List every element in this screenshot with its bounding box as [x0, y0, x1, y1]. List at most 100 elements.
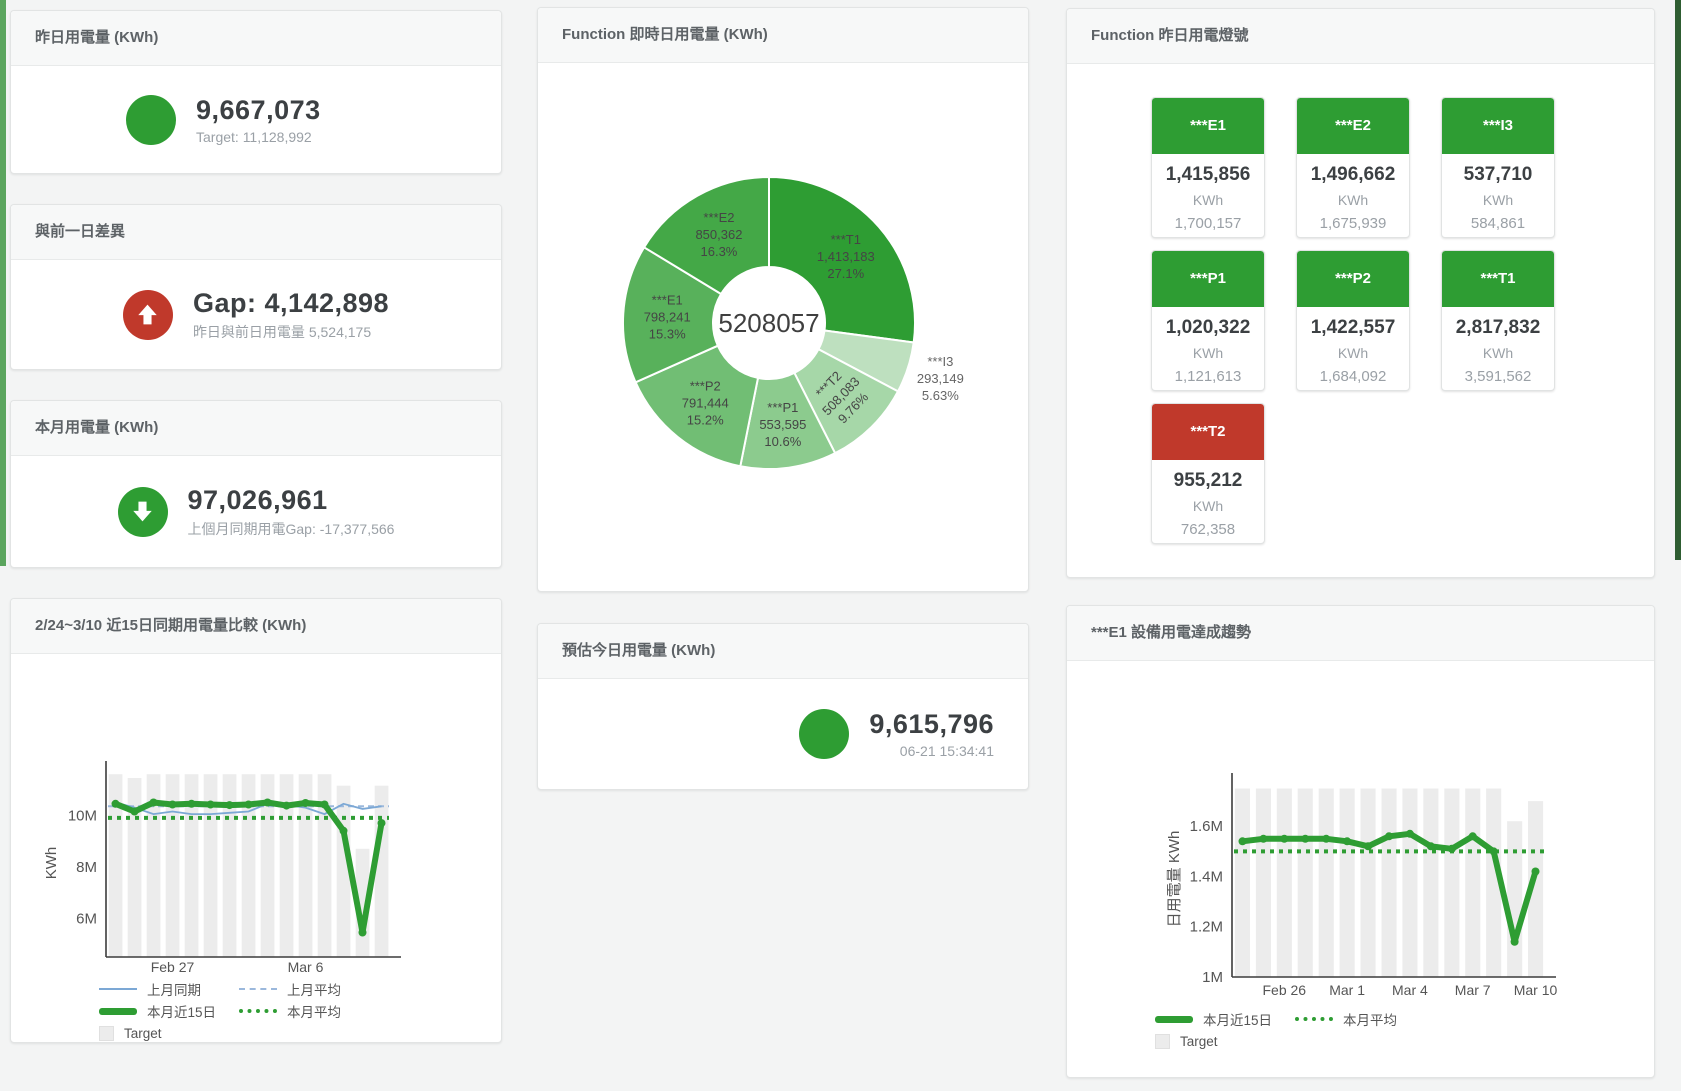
donut-slice-label: ***I3 293,149 5.63% [917, 354, 964, 403]
donut-center-total: 5208057 [718, 308, 819, 338]
tile-target: 1,121,613 [1174, 368, 1242, 385]
card-title: 2/24~3/10 近15日同期用電量比較 (KWh) [11, 599, 501, 654]
card-e1-trend-chart: ***E1 設備用電達成趨勢 1M 1.2M 1.4M 1.6M Feb 26 Mar 1… [1066, 605, 1655, 1078]
tile-body: 1,422,557 KWh 1,684,092 [1297, 307, 1409, 388]
tile-body: 1,415,856 KWh 1,700,157 [1152, 154, 1264, 235]
legend-label: 本月平均 [1343, 1013, 1397, 1028]
donut-slice-label: ***P1 553,595 10.6% [759, 400, 806, 449]
legend-swatch-box [1155, 1033, 1170, 1049]
realtime-donut-chart[interactable]: ***T1 1,413,183 27.1%***I3 293,149 5.63%***T… [538, 63, 1028, 591]
donut-slice-label: ***E1 798,241 15.3% [644, 293, 691, 342]
arrow-up-icon [122, 289, 173, 340]
donut-slice-T1[interactable] [768, 175, 917, 344]
tile-status-header: ***E1 [1152, 98, 1264, 154]
tile-unit: KWh [1192, 192, 1224, 208]
card-title: 本月用電量 (KWh) [11, 401, 501, 456]
tile-target: 1,700,157 [1174, 215, 1242, 232]
tile-value: 2,817,832 [1455, 317, 1541, 338]
light-tile-E1: ***E1 1,415,856 KWh 1,700,157 [1151, 97, 1265, 238]
card-title: 與前一日差異 [11, 205, 501, 260]
target-bar [1360, 788, 1376, 977]
legend-item-本月平均[interactable]: 本月平均 [1295, 1009, 1435, 1029]
lights-tiles-grid: ***E1 1,415,856 KWh 1,700,157 ***E2 1,496,662… [1151, 97, 1555, 544]
series-point [168, 800, 177, 809]
tile-status-header: ***I3 [1442, 98, 1554, 154]
legend-swatch-thick [99, 1007, 137, 1015]
series-point [1489, 847, 1498, 856]
card-yesterday-usage: 昨日用電量 (KWh) 9,667,073 Target: 11,128,992 [10, 10, 502, 174]
estimate-stat: 9,615,796 06-21 15:34:41 [538, 679, 1028, 789]
series-point [1510, 937, 1519, 946]
target-bar [1234, 788, 1250, 977]
yesterday-usage-stat: 9,667,073 Target: 11,128,992 [11, 66, 501, 173]
x-tick-label: Mar 1 [1329, 982, 1365, 998]
tile-unit: KWh [1337, 345, 1369, 361]
y-tick-label: 6M [76, 910, 97, 927]
card-estimate-today: 預估今日用電量 (KWh) 9,615,796 06-21 15:34:41 [537, 623, 1029, 790]
legend-swatch-thin [99, 988, 137, 990]
e1-trend-chart-plot[interactable]: 1M 1.2M 1.4M 1.6M Feb 26 Mar 1 Mar 4 Mar 7 Mar 1… [1067, 661, 1654, 1006]
tile-value: 1,415,856 [1165, 164, 1251, 185]
target-bar [1402, 788, 1418, 977]
legend-swatch-dashed [239, 988, 277, 990]
card-title: 昨日用電量 (KWh) [11, 11, 501, 66]
series-point [130, 807, 139, 816]
target-bar [1528, 801, 1544, 977]
series-point [1426, 842, 1435, 851]
target-bar [1486, 788, 1502, 977]
light-tile-T1: ***T1 2,817,832 KWh 3,591,562 [1441, 250, 1555, 391]
yesterday-usage-value: 9,667,073 [196, 94, 321, 125]
legend-item-本月近15日[interactable]: 本月近15日 [99, 1001, 239, 1021]
month-usage-gap: 上個月同期用電Gap: -17,377,566 [187, 520, 395, 537]
target-bar [1255, 788, 1271, 977]
card-month-usage: 本月用電量 (KWh) 97,026,961 上個月同期用電Gap: -17,3… [10, 400, 502, 568]
target-bar [1465, 788, 1481, 977]
legend-item-Target[interactable]: Target [1155, 1033, 1295, 1049]
yesterday-usage-target: Target: 11,128,992 [196, 128, 312, 145]
card-title: ***E1 設備用電達成趨勢 [1067, 606, 1654, 661]
legend-item-Target[interactable]: Target [99, 1025, 239, 1041]
target-bar [279, 774, 294, 957]
legend-item-上月平均[interactable]: 上月平均 [239, 979, 379, 999]
target-bar [241, 774, 256, 957]
x-tick-label: Mar 6 [288, 959, 324, 975]
series-point [320, 800, 329, 809]
compare-chart-plot[interactable]: 6M 8M 10M Feb 27 Mar 6 KWh [11, 654, 501, 976]
y-tick-label: 10M [68, 807, 97, 824]
card-lights-board: Function 昨日用電燈號 ***E1 1,415,856 KWh 1,700,1… [1066, 8, 1655, 578]
legend-item-上月同期[interactable]: 上月同期 [99, 979, 239, 999]
legend-item-本月近15日[interactable]: 本月近15日 [1155, 1009, 1295, 1029]
donut-slice-E1[interactable] [621, 245, 723, 384]
tile-status-header: ***P1 [1152, 251, 1264, 307]
legend-label: 上月同期 [147, 983, 201, 998]
target-bar [165, 774, 180, 957]
tile-body: 955,212 KWh 762,358 [1152, 460, 1264, 541]
series-point [377, 819, 386, 828]
tile-body: 537,710 KWh 584,861 [1442, 154, 1554, 235]
series-point [1343, 837, 1352, 846]
target-bar [1423, 788, 1439, 977]
day-gap-value: Gap: 4,142,898 [192, 287, 390, 318]
green-status-circle-icon [126, 94, 176, 145]
target-bar [184, 774, 199, 957]
donut-slice-P2[interactable] [634, 344, 760, 468]
tile-unit: KWh [1482, 345, 1514, 361]
tile-unit: KWh [1192, 345, 1224, 361]
series-point [339, 826, 348, 835]
target-bar [127, 778, 142, 957]
y-tick-label: 1.2M [1190, 919, 1223, 936]
legend-item-本月平均[interactable]: 本月平均 [239, 1001, 379, 1021]
target-bar [146, 774, 161, 957]
target-bar [1507, 821, 1523, 977]
donut-slice-E2[interactable] [642, 175, 770, 296]
left-edge-strip [0, 0, 6, 566]
y-axis-title: 日用電量 KWh [1166, 831, 1183, 928]
compare-chart-legend: 上月同期 上月平均 本月近15日 本月平均 Target [99, 978, 501, 1044]
series-point [1405, 829, 1414, 838]
series-point [187, 799, 196, 808]
series-point [358, 928, 367, 937]
light-tile-T2: ***T2 955,212 KWh 762,358 [1151, 403, 1265, 544]
month-usage-value: 97,026,961 [187, 484, 328, 515]
card-realtime-donut: Function 即時日用電量 (KWh) ***T1 1,413,183 27.1… [537, 7, 1029, 592]
target-bar [203, 774, 218, 957]
